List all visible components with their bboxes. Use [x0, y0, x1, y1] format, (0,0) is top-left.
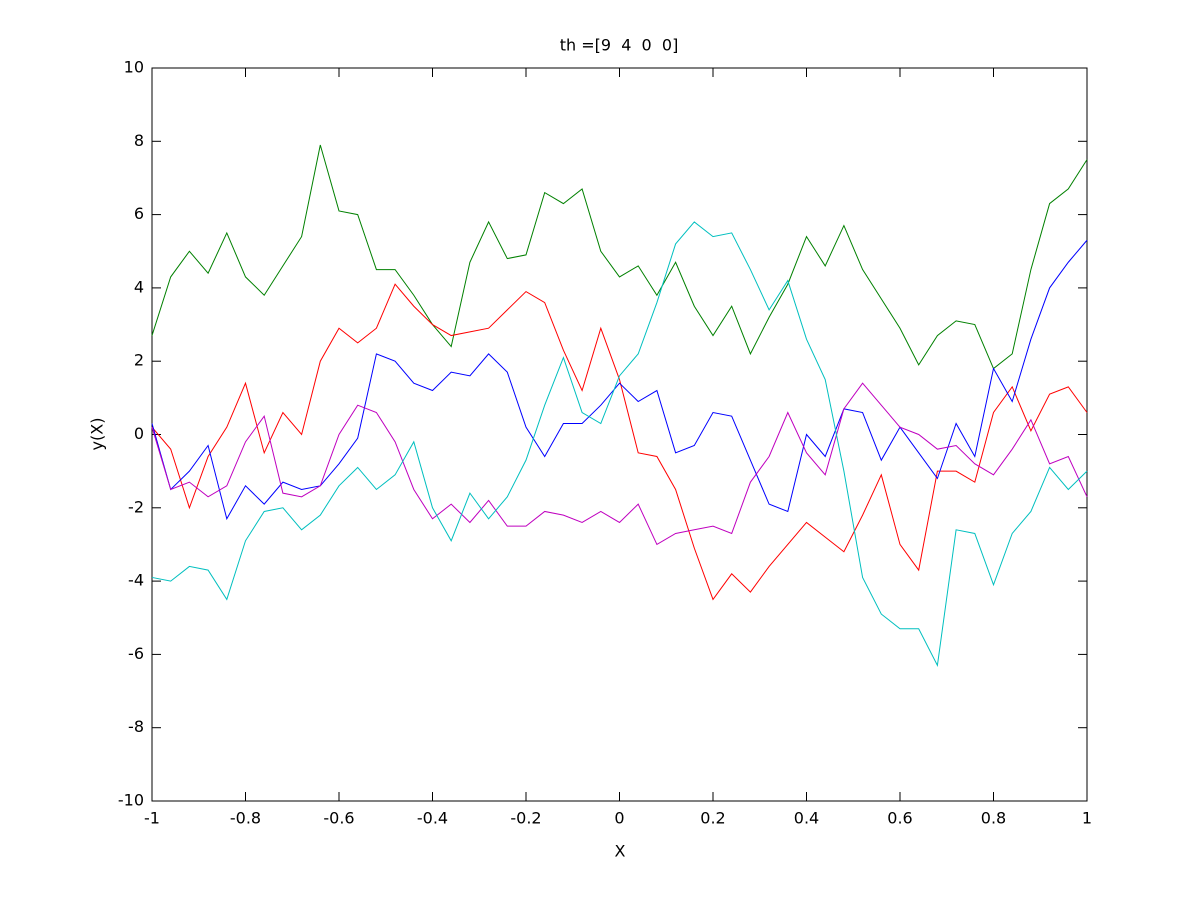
y-tick-label: 10 [124, 58, 144, 77]
x-tick-label: 0 [614, 809, 624, 828]
y-tick-label: 4 [134, 277, 144, 296]
y-axis-label: y(X) [88, 418, 107, 451]
x-tick-label: -1 [144, 809, 160, 828]
y-tick-label: 6 [134, 204, 144, 223]
y-tick-label: -2 [128, 497, 144, 516]
x-tick-label: 1 [1082, 809, 1092, 828]
x-tick-label: 0.2 [700, 809, 725, 828]
x-tick-label: 0.8 [981, 809, 1006, 828]
y-tick-label: 8 [134, 131, 144, 150]
series-line [151, 283, 1088, 601]
series-line [151, 221, 1088, 668]
y-tick-label: -8 [128, 717, 144, 736]
series-line [151, 239, 1088, 521]
x-tick-label: -0.8 [230, 809, 261, 828]
x-tick-label: -0.4 [417, 809, 448, 828]
series-line [151, 382, 1088, 546]
y-tick-label: 2 [134, 351, 144, 370]
x-axis-label: X [615, 842, 626, 861]
x-tick-label: 0.4 [794, 809, 819, 828]
x-tick-label: -0.2 [510, 809, 541, 828]
y-tick-label: -6 [128, 644, 144, 663]
x-tick-label: -0.6 [323, 809, 354, 828]
chart-title: th =[9 4 0 0] [560, 36, 679, 55]
y-tick-label: 0 [134, 424, 144, 443]
x-tick-label: 0.6 [887, 809, 912, 828]
y-tick-label: -10 [118, 791, 144, 810]
y-tick-label: -4 [128, 571, 144, 590]
series-line [151, 144, 1088, 370]
